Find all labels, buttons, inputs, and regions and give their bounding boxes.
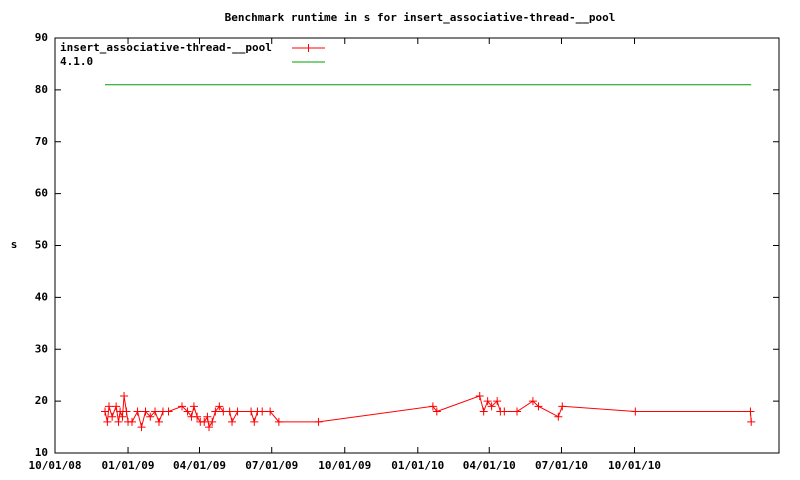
data-point (513, 407, 522, 416)
data-point (215, 402, 224, 411)
x-tick-label: 04/01/09 (173, 459, 226, 472)
data-point (250, 417, 259, 426)
data-point (258, 407, 267, 416)
data-point (631, 407, 640, 416)
data-point (104, 402, 113, 411)
y-tick-label: 50 (35, 239, 48, 252)
y-tick-label: 80 (35, 83, 48, 96)
data-point (528, 397, 537, 406)
y-tick-label: 10 (35, 446, 48, 459)
data-point (137, 423, 146, 432)
data-point (500, 407, 509, 416)
data-point (747, 417, 756, 426)
data-point (483, 397, 492, 406)
data-point (211, 407, 220, 416)
data-point (193, 412, 202, 421)
x-tick-label: 07/01/09 (245, 459, 298, 472)
data-point (146, 412, 155, 421)
data-point (151, 407, 160, 416)
data-point (141, 407, 150, 416)
data-point (183, 407, 192, 416)
y-tick-label: 70 (35, 135, 48, 148)
y-axis-label: s (11, 238, 18, 251)
chart-title: Benchmark runtime in s for insert_associ… (225, 11, 616, 24)
data-point (164, 407, 173, 416)
x-tick-label: 10/01/09 (318, 459, 371, 472)
data-point (122, 407, 131, 416)
x-tick-label: 01/01/10 (391, 459, 444, 472)
data-point (266, 407, 275, 416)
data-point (103, 417, 112, 426)
data-point (428, 402, 437, 411)
data-point (554, 412, 563, 421)
data-point (233, 407, 242, 416)
data-point (203, 412, 212, 421)
data-point (205, 423, 214, 432)
x-tick-label: 01/01/09 (102, 459, 155, 472)
data-point (112, 402, 121, 411)
data-point (133, 407, 142, 416)
data-point (114, 417, 123, 426)
data-point (200, 417, 209, 426)
y-tick-label: 90 (35, 31, 48, 44)
plot-frame (54, 37, 780, 454)
data-point (475, 391, 484, 400)
y-tick-label: 30 (35, 342, 48, 355)
x-tick-label: 10/01/10 (608, 459, 661, 472)
data-point (178, 402, 187, 411)
data-point (189, 402, 198, 411)
data-point (128, 417, 137, 426)
series-line (104, 395, 752, 429)
data-point (314, 417, 323, 426)
data-point (225, 407, 234, 416)
data-point (208, 417, 217, 426)
data-point (154, 417, 163, 426)
x-tick-label: 04/01/10 (463, 459, 516, 472)
data-point (228, 417, 237, 426)
data-point (534, 402, 543, 411)
data-point (746, 407, 755, 416)
data-point (108, 412, 117, 421)
y-tick-label: 40 (35, 290, 48, 303)
y-tick-label: 60 (35, 187, 48, 200)
legend-label: 4.1.0 (60, 55, 93, 68)
data-point (101, 407, 110, 416)
legend-marker (304, 44, 313, 52)
data-point (432, 407, 441, 416)
data-point (274, 417, 283, 426)
data-point (487, 402, 496, 411)
data-point (120, 391, 129, 400)
data-point (118, 412, 127, 421)
x-tick-label: 07/01/10 (535, 459, 588, 472)
x-tick-label: 10/01/08 (29, 459, 82, 472)
data-point (493, 397, 502, 406)
data-point (479, 407, 488, 416)
y-tick-label: 20 (35, 394, 48, 407)
legend-label: insert_associative-thread-__pool (60, 41, 272, 54)
data-point (558, 402, 567, 411)
